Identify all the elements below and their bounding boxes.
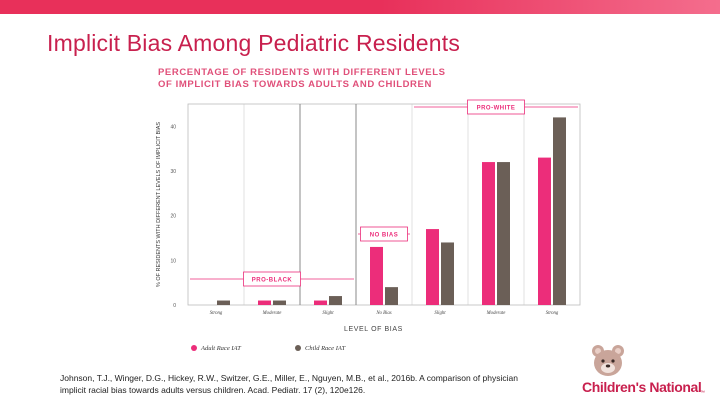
child-bar [441,242,454,305]
adult-bar [426,229,439,305]
region-label: PRO-BLACK [252,278,293,284]
legend-marker-child [295,345,301,351]
y-axis-label: % OF RESIDENTS WITH DIFFERENT LEVELS OF … [156,122,162,287]
y-tick-label: 20 [170,214,176,220]
chart-title-line-2: OF IMPLICIT BIAS TOWARDS ADULTS AND CHIL… [158,79,432,90]
y-tick-label: 40 [170,124,176,130]
chart-title-line-1: PERCENTAGE OF RESIDENTS WITH DIFFERENT L… [158,67,446,78]
adult-bar [538,157,551,305]
citation: Johnson, T.J., Winger, D.G., Hickey, R.W… [60,373,518,395]
y-tick-label: 30 [170,169,176,175]
region-label-box [243,271,301,287]
chart-container: PERCENTAGE OF RESIDENTS WITH DIFFERENT L… [140,62,590,362]
bias-chart: PERCENTAGE OF RESIDENTS WITH DIFFERENT L… [156,67,581,352]
x-tick-label: No Bias [375,311,391,316]
child-bar [385,287,398,305]
x-tick-label: Slight [434,311,446,316]
region-label-box [467,99,525,115]
region-label-box [360,226,408,242]
plot-frame [187,103,581,306]
adult-bar [482,162,495,305]
y-tick-label: 10 [170,258,176,264]
x-tick-label: Slight [322,311,334,316]
x-tick-label: Strong [210,311,223,316]
adult-bar [370,246,383,305]
y-tick-label: 0 [173,303,176,309]
region-label: PRO-WHITE [477,106,516,112]
legend-marker-adult [191,345,197,351]
x-tick-label: Moderate [486,311,507,316]
logo-text: Children's National [582,379,702,395]
childrens-national-logo: Children's National ™ [580,343,715,403]
child-bar [497,162,510,305]
legend-label-child: Child Race IAT [305,345,346,352]
slide-title: Implicit Bias Among Pediatric Residents [47,30,461,56]
legend-label-adult: Adult Race IAT [200,345,241,352]
logo-trademark: ™ [700,390,705,396]
child-bar [217,300,230,305]
child-bar [553,117,566,306]
adult-bar [314,300,327,305]
teddy-bear-icon [592,345,624,376]
child-bar [329,296,342,305]
x-tick-label: Strong [546,311,559,316]
child-bar [273,300,286,305]
top-accent-bar-fade [380,0,720,14]
region-label: NO BIAS [370,233,399,239]
x-tick-label: Moderate [262,311,283,316]
adult-bar [258,300,271,305]
x-axis-label: LEVEL OF BIAS [344,326,403,333]
